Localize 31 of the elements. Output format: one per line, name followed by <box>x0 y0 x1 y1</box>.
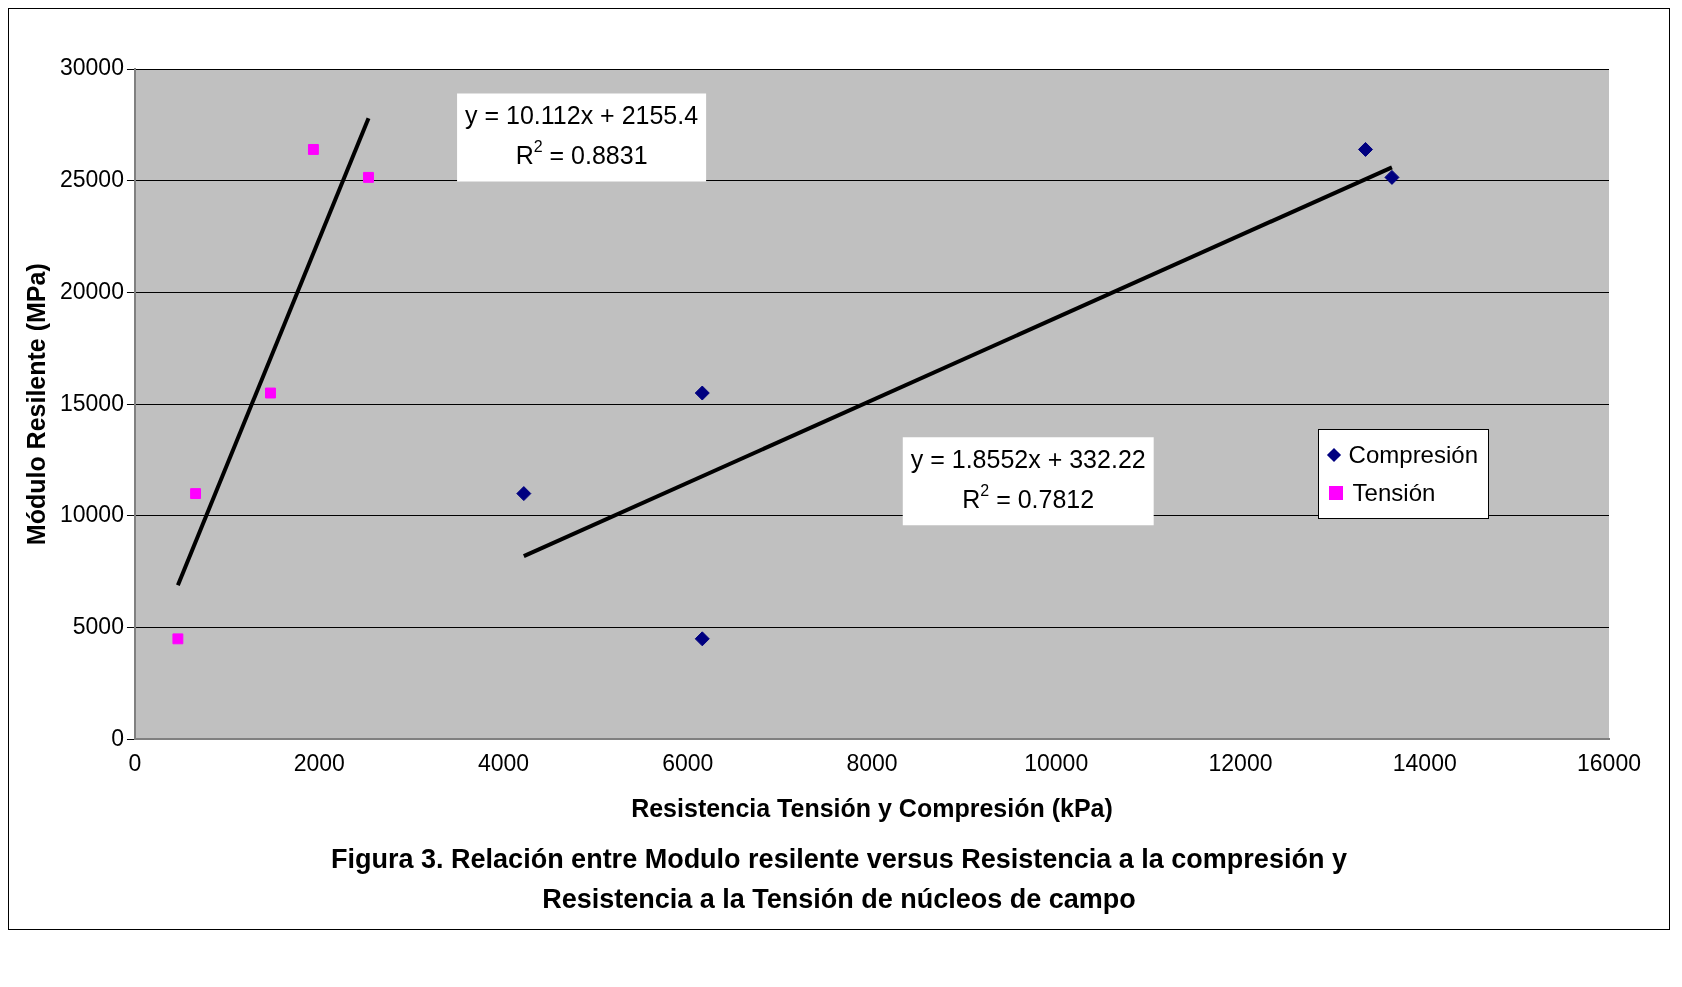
x-tick-label: 14000 <box>1392 749 1457 776</box>
x-tick-label: 8000 <box>846 749 898 776</box>
y-tick-label: 5000 <box>72 613 124 640</box>
x-tick-label: 2000 <box>293 749 345 776</box>
y-tick-label: 25000 <box>59 166 124 193</box>
y-tick-label: 0 <box>111 724 124 751</box>
point <box>172 633 184 645</box>
point <box>190 488 202 500</box>
point <box>265 387 276 399</box>
x-tick-label: 12000 <box>1208 749 1273 776</box>
x-tick-label: 4000 <box>477 749 530 776</box>
point <box>694 385 710 401</box>
y-tick-label: 20000 <box>59 277 124 304</box>
point <box>363 171 374 183</box>
legend-label: Tensión <box>1352 478 1436 508</box>
x-tick-label: 10000 <box>1024 749 1089 776</box>
y-tick-label: 30000 <box>59 54 124 81</box>
y-tick-label: 15000 <box>59 389 124 416</box>
x-tick-label: 16000 <box>1577 749 1641 776</box>
point <box>694 631 710 647</box>
y-tick-label: 10000 <box>59 501 124 528</box>
x-tick-label: 0 <box>128 749 142 776</box>
x-tick-label: 6000 <box>662 749 714 776</box>
legend-label: Compresión <box>1348 440 1478 470</box>
point <box>516 486 532 502</box>
text: Figura 3. Relación entre Modulo resilente versus Resistencia a la compresión y Resistencia a la Tensión de núcleos de campo <box>330 843 1348 916</box>
point <box>1384 169 1400 185</box>
point <box>1358 141 1374 157</box>
y-axis-title: Módulo Resilente (MPa) <box>21 263 50 546</box>
x-axis-title: Resistencia Tensión y Compresión (kPa) <box>631 793 1113 822</box>
point <box>307 144 319 155</box>
